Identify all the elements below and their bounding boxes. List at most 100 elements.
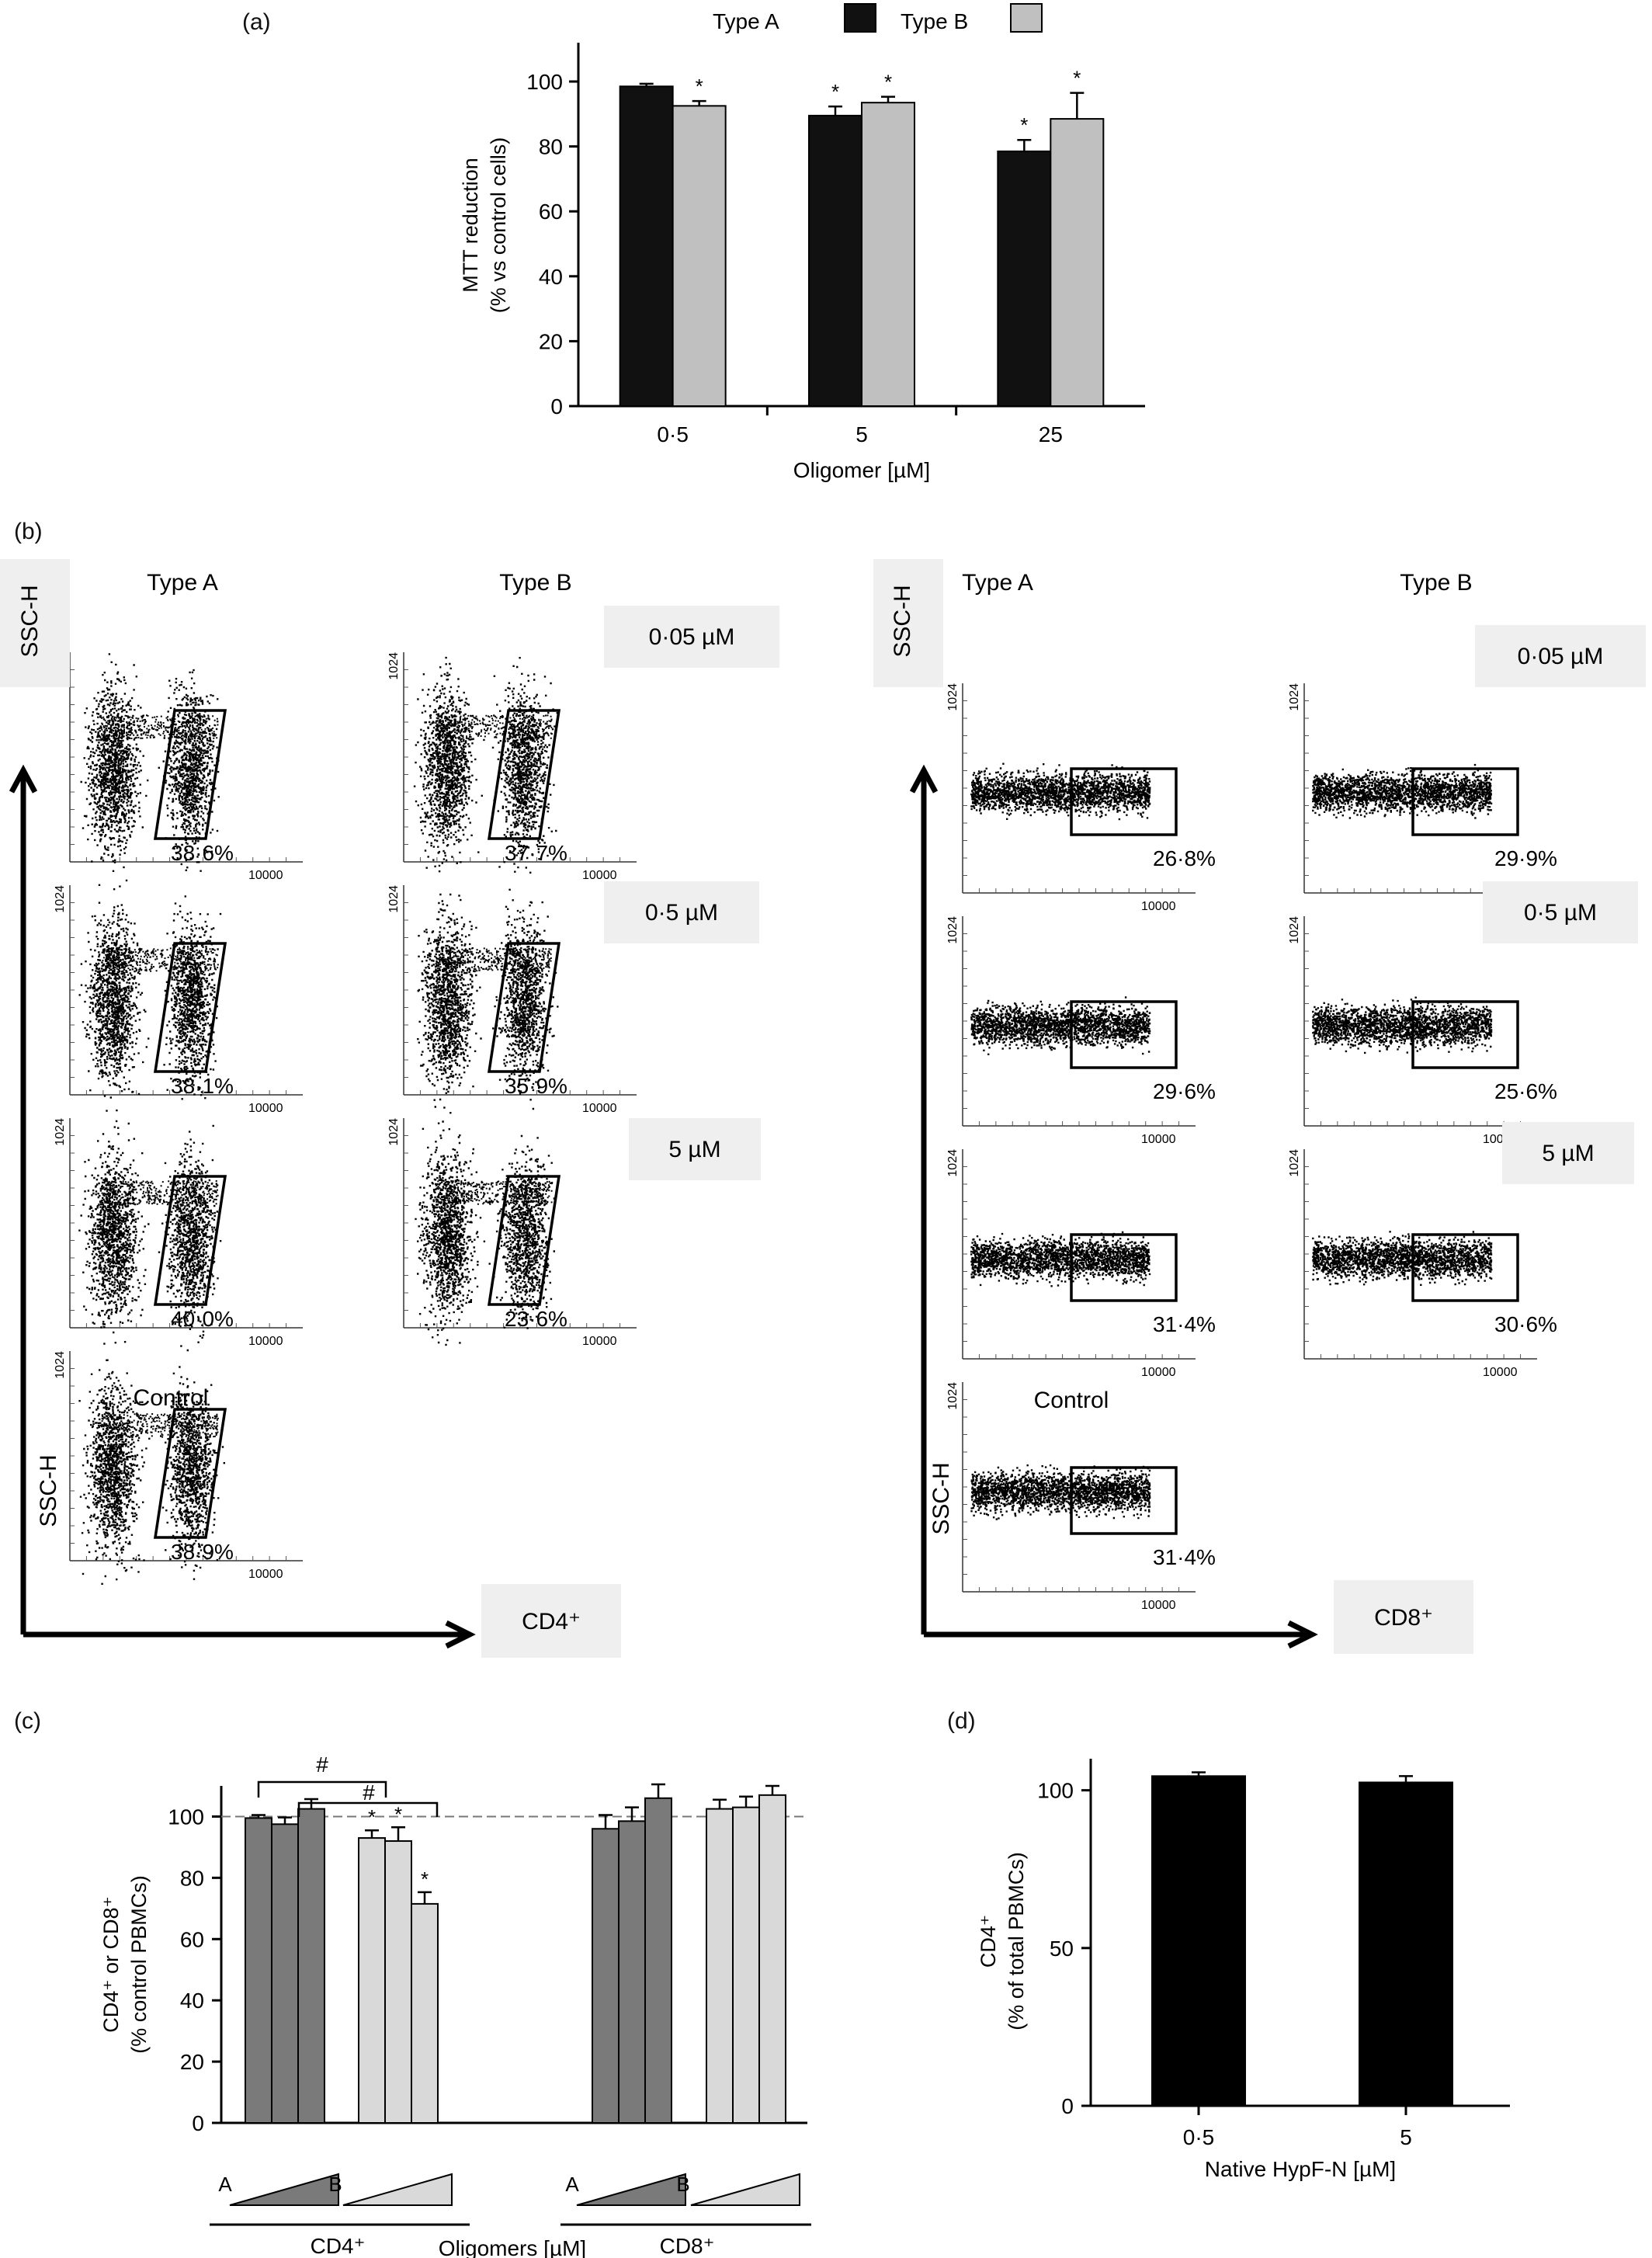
y-axis-label-line2: (% control PBMCs): [127, 1875, 151, 2054]
ssc-h-label-control-cd8: SSC-H: [928, 1462, 954, 1534]
bar: [384, 1840, 412, 2124]
plot-axis-max-x: 10000: [582, 1102, 617, 1115]
concentration-label: 5 µM: [668, 1137, 720, 1162]
concentration-label: 0·5 µM: [645, 900, 718, 926]
gate-box: [487, 1175, 561, 1306]
population-label-cd8: CD8⁺: [660, 2234, 715, 2258]
dot-plot: 1024 10000 26·8%: [946, 683, 1216, 913]
plot-axis-max-y: 1024: [1288, 1149, 1301, 1177]
dot-cloud: [1312, 1231, 1493, 1286]
gate-box: [153, 942, 227, 1073]
gate-percentage: 29·9%: [1494, 846, 1557, 870]
bar: [706, 1808, 734, 2124]
legend-label-type-a: Type A: [713, 9, 779, 33]
plot-axis-max-y: 1024: [946, 1382, 960, 1410]
concentration-label: 0·5 µM: [1524, 900, 1597, 926]
dot-plot: 1024 10000 23·6%: [387, 1118, 637, 1348]
significance-mark: *: [1020, 113, 1028, 137]
bar: [1151, 1775, 1246, 2107]
dot-cloud: [970, 1464, 1151, 1520]
ramp-group-label: B: [328, 2173, 342, 2196]
plot-axis-max-y: 1024: [54, 1351, 67, 1379]
ramp-group-label: B: [676, 2173, 689, 2196]
plot-axis-max-x: 10000: [582, 869, 617, 882]
hash-mark-2: #: [363, 1780, 375, 1805]
bar: [411, 1902, 439, 2124]
gate-box: [153, 709, 227, 840]
hash-bracket-2: [297, 1801, 439, 1817]
cd8-col-type-b: Type B: [1400, 570, 1472, 596]
plot-axis-max-x: 10000: [248, 1335, 283, 1348]
y-axis-label: CD4⁺ (% of total PBMCs): [977, 1852, 1028, 2030]
bar-type-b: [672, 105, 727, 407]
plot-axis-max-y: 1024: [1288, 916, 1301, 944]
hash-bracket-1: [257, 1780, 387, 1798]
gate-box: [153, 1408, 227, 1539]
significance-mark: *: [421, 1867, 429, 1891]
y-tick-label: 0: [192, 2111, 204, 2135]
bar: [297, 1808, 325, 2124]
gate-box: [1070, 767, 1178, 836]
dot-cloud: [1312, 996, 1493, 1054]
plot-axis-max-y: 1024: [387, 885, 401, 913]
dot-cloud: [415, 1120, 556, 1346]
gate-percentage: 23·6%: [505, 1307, 567, 1331]
dot-plot: 1024 10000 31·4%: [946, 1382, 1216, 1612]
dot-plot: 1024 10000 38·1%: [54, 884, 303, 1115]
ssc-h-label-cd8: SSC-H: [890, 585, 915, 657]
bar: [271, 1823, 299, 2124]
dot-cloud: [78, 1120, 222, 1352]
y-tick-label: 20: [180, 2050, 204, 2074]
dot-plot: 1024 10000 40·0%: [54, 1118, 303, 1352]
y-tick-label: 60: [539, 200, 563, 224]
gate-percentage: 38·6%: [171, 841, 234, 865]
plot-axis-max-y: 1024: [946, 1149, 960, 1177]
gate-box: [1070, 1000, 1178, 1069]
y-axis-label: CD4⁺ or CD8⁺ (% control PBMCs): [99, 1875, 151, 2054]
dot-cloud: [413, 656, 558, 874]
cd4-axis-label: CD4⁺: [522, 1609, 581, 1634]
dot-cloud: [78, 1359, 226, 1585]
ssc-h-label-cd4: SSC-H: [17, 585, 43, 657]
gate-box: [1411, 1000, 1519, 1069]
dot-cloud: [78, 884, 222, 1112]
gate-percentage: 38·1%: [171, 1074, 234, 1098]
gate-box: [1070, 1233, 1178, 1302]
bar: [732, 1806, 760, 2124]
y-tick-label: 40: [539, 265, 563, 289]
y-tick-label: 100: [168, 1805, 204, 1829]
significance-mark: *: [831, 80, 839, 103]
plot-axis-max-y: 1024: [54, 885, 67, 913]
panel-label-c: (c): [14, 1708, 41, 1734]
significance-mark: *: [368, 1805, 376, 1829]
chart-c-cd4-cd8: 0 20 40 60 80 100 A * * * B A B # # CD4⁺ CD8⁺ Oligomers […: [99, 1753, 811, 2258]
plot-axis-max-x: 10000: [582, 1335, 617, 1348]
cd4-axis-box: [481, 1584, 621, 1658]
y-tick-label: 20: [539, 329, 563, 353]
bar: [358, 1837, 386, 2124]
cd4-control-label: Control: [134, 1385, 209, 1411]
concentration-ramp: [690, 2173, 800, 2206]
ssc-h-label-control-cd4: SSC-H: [36, 1454, 61, 1527]
dot-plot: 1024 10000 30·6%: [1288, 1149, 1557, 1379]
panel-label-a: (a): [242, 9, 271, 35]
concentration-box: [629, 1118, 761, 1180]
legend-label-type-b: Type B: [901, 9, 968, 33]
y-axis-label-line1: CD4⁺ or CD8⁺: [99, 1896, 123, 2033]
cd8-axis-label: CD8⁺: [1374, 1605, 1433, 1631]
dot-plot: 1024 10000 35·9%: [387, 885, 637, 1115]
plot-axis-max-x: 10000: [1141, 900, 1176, 913]
panel-label-d: (d): [947, 1708, 976, 1734]
gate-box: [1411, 767, 1519, 836]
concentration-box: [1502, 1122, 1634, 1184]
bar-type-b: [861, 102, 915, 407]
gate-percentage: 30·6%: [1494, 1312, 1557, 1336]
y-tick-label: 80: [539, 135, 563, 159]
bar: [592, 1828, 620, 2124]
x-tick-label: 5: [856, 422, 868, 446]
y-axis-label-line2: (% of total PBMCs): [1005, 1852, 1028, 2030]
gate-percentage: 37·7%: [505, 841, 567, 865]
plot-axis-max-x: 10000: [248, 1102, 283, 1115]
